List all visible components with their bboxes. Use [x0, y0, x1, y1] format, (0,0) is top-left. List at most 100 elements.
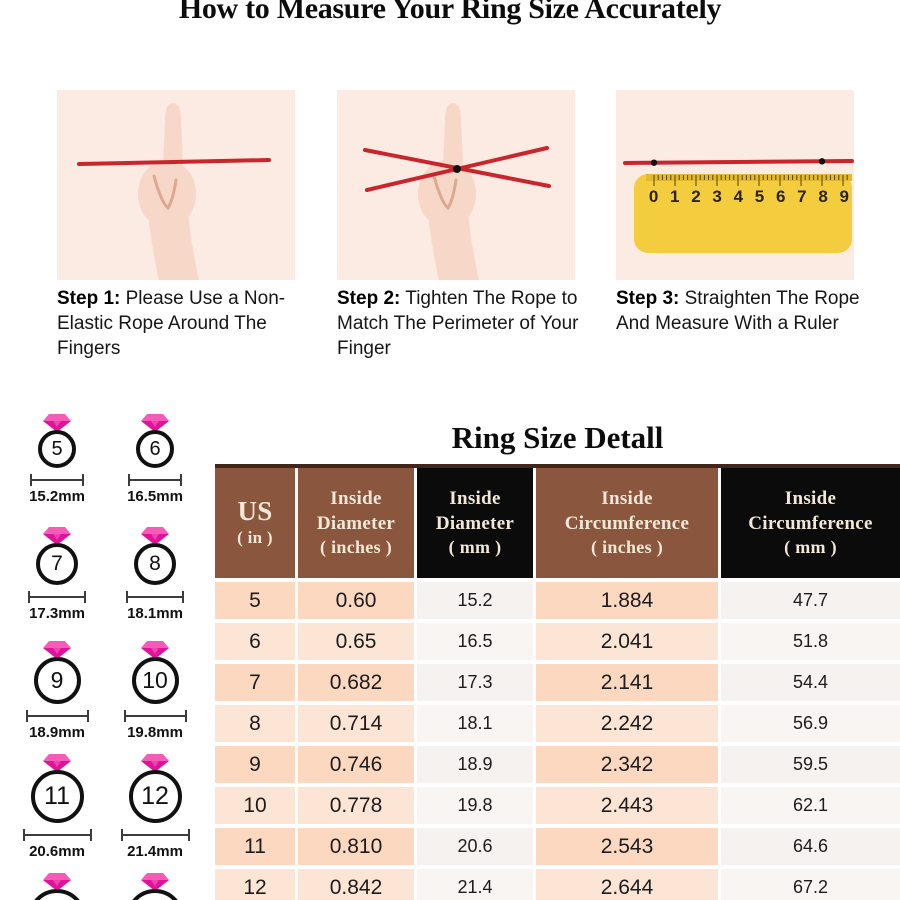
- ring-size-number: 6: [149, 437, 161, 460]
- measure-bracket-icon: [22, 829, 92, 841]
- header-us-unit: ( in ): [237, 527, 273, 547]
- table-cell: 0.60: [298, 582, 414, 619]
- step3-label: Step 3:: [616, 288, 680, 309]
- ring-item: 10 19.8mm: [95, 640, 215, 741]
- ring-diameter-label: 20.6mm: [29, 843, 85, 860]
- table-cell: 11: [215, 828, 295, 865]
- ring-item: 5 15.2mm: [0, 413, 117, 505]
- ring-band: 5: [38, 430, 76, 468]
- ring-band: 8: [134, 543, 176, 585]
- hand-with-rope-icon: [77, 103, 271, 280]
- diamond-icon: [141, 754, 169, 772]
- table-title: Ring Size Detall: [451, 420, 664, 455]
- ring-diameter-label: 21.4mm: [127, 843, 183, 860]
- table-cell: 2.342: [536, 746, 718, 783]
- ring-item: [95, 872, 215, 900]
- ring-band: 6: [136, 430, 174, 468]
- header-label: Inside Diameter: [316, 488, 396, 535]
- finger-shape: [162, 103, 184, 186]
- table-cell: 2.543: [536, 828, 718, 865]
- step3-text: Straighten The Rope And Measure With a R…: [616, 288, 860, 334]
- step2-label: Step 2:: [337, 288, 401, 309]
- table-cell: 15.2: [417, 582, 533, 619]
- page-title: How to Measure Your Ring Size Accurately: [178, 0, 722, 25]
- rope-start-dot: [650, 159, 658, 166]
- hand-with-tightened-rope-icon: [363, 103, 551, 280]
- table-cell: 0.842: [298, 869, 414, 900]
- table-cell: 5: [215, 582, 295, 619]
- diamond-icon: [141, 873, 169, 891]
- table-cell: 9: [215, 746, 295, 783]
- ring-size-number: 5: [51, 437, 63, 460]
- ruler-ticks: [653, 175, 848, 186]
- diamond-icon: [141, 641, 169, 659]
- measure-bracket-icon: [120, 829, 190, 841]
- table-cell: 54.4: [721, 664, 900, 701]
- table-cell: 7: [215, 664, 295, 701]
- ruler-number: 3: [712, 187, 722, 206]
- table-cell: 51.8: [721, 623, 900, 660]
- ring-item: 7 17.3mm: [0, 526, 117, 622]
- table-cell: 2.443: [536, 787, 718, 824]
- step2-caption: Step 2: Tighten The Rope to Match The Pe…: [337, 286, 605, 361]
- ring-diameter-label: 19.8mm: [127, 724, 183, 741]
- header-unit: ( mm ): [784, 537, 837, 558]
- table-cell: 62.1: [721, 787, 900, 824]
- table-cell: 59.5: [721, 746, 900, 783]
- ruler-number: 6: [775, 187, 786, 206]
- ring-band: 7: [36, 543, 78, 585]
- ring-item: 9 18.9mm: [0, 640, 117, 741]
- diamond-icon: [141, 414, 169, 432]
- step1-text: Please Use a Non-Elastic Rope Around The…: [57, 288, 286, 359]
- table-cell: 6: [215, 623, 295, 660]
- ring-band: [28, 889, 86, 900]
- measure-bracket-icon: [126, 591, 184, 603]
- header-inside-diameter-inches: Inside Diameter ( inches ): [298, 468, 414, 578]
- ring-size-number: 10: [142, 667, 168, 693]
- ruler-number: 9: [839, 187, 850, 206]
- diamond-icon: [43, 754, 71, 772]
- table-cell: 0.778: [298, 787, 414, 824]
- ruler-icon: [623, 158, 854, 253]
- step2-text: Tighten The Rope to Match The Perimeter …: [337, 288, 579, 359]
- table-cell: 10: [215, 787, 295, 824]
- ring-item: 8 18.1mm: [95, 526, 215, 622]
- header-inside-circumference-inches: Inside Circumference ( inches ): [536, 468, 718, 578]
- table-cell: 56.9: [721, 705, 900, 742]
- diamond-icon: [43, 527, 71, 545]
- ring-size-number: 7: [51, 552, 63, 575]
- diamond-icon: [43, 414, 71, 432]
- table-cell: 47.7: [721, 582, 900, 619]
- step1-caption: Step 1: Please Use a Non-Elastic Rope Ar…: [57, 286, 325, 361]
- diamond-icon: [43, 641, 71, 659]
- ruler-number: 7: [797, 187, 807, 206]
- step1-label: Step 1:: [57, 288, 121, 309]
- table-cell: 19.8: [417, 787, 533, 824]
- header-inside-circumference-mm: Inside Circumference ( mm ): [721, 468, 900, 578]
- ring-diameter-label: 16.5mm: [127, 488, 183, 505]
- ring-band: 12: [128, 770, 182, 823]
- header-unit: ( inches ): [591, 537, 663, 558]
- step3-caption: Step 3: Straighten The Rope And Measure …: [616, 286, 884, 336]
- finger-crease: [152, 174, 178, 211]
- table-cell: 18.1: [417, 705, 533, 742]
- header-label: Inside Circumference: [564, 488, 690, 535]
- table-cell: 67.2: [721, 869, 900, 900]
- table-cell: 2.041: [536, 623, 718, 660]
- ruler-body: [634, 174, 852, 253]
- finger-crease: [432, 174, 458, 211]
- table-cell: 17.3: [417, 664, 533, 701]
- ruler-tick-strip: [646, 174, 852, 181]
- measure-bracket-icon: [123, 710, 187, 722]
- ring-item: [0, 872, 117, 900]
- ring-band: 10: [131, 657, 179, 704]
- table-cell: 64.6: [721, 828, 900, 865]
- ring-size-number: 12: [141, 782, 169, 810]
- rope-end-dot: [818, 158, 826, 165]
- diamond-icon: [43, 873, 71, 891]
- header-unit: ( inches ): [320, 537, 392, 558]
- table-cell: 16.5: [417, 623, 533, 660]
- table-cell: 0.714: [298, 705, 414, 742]
